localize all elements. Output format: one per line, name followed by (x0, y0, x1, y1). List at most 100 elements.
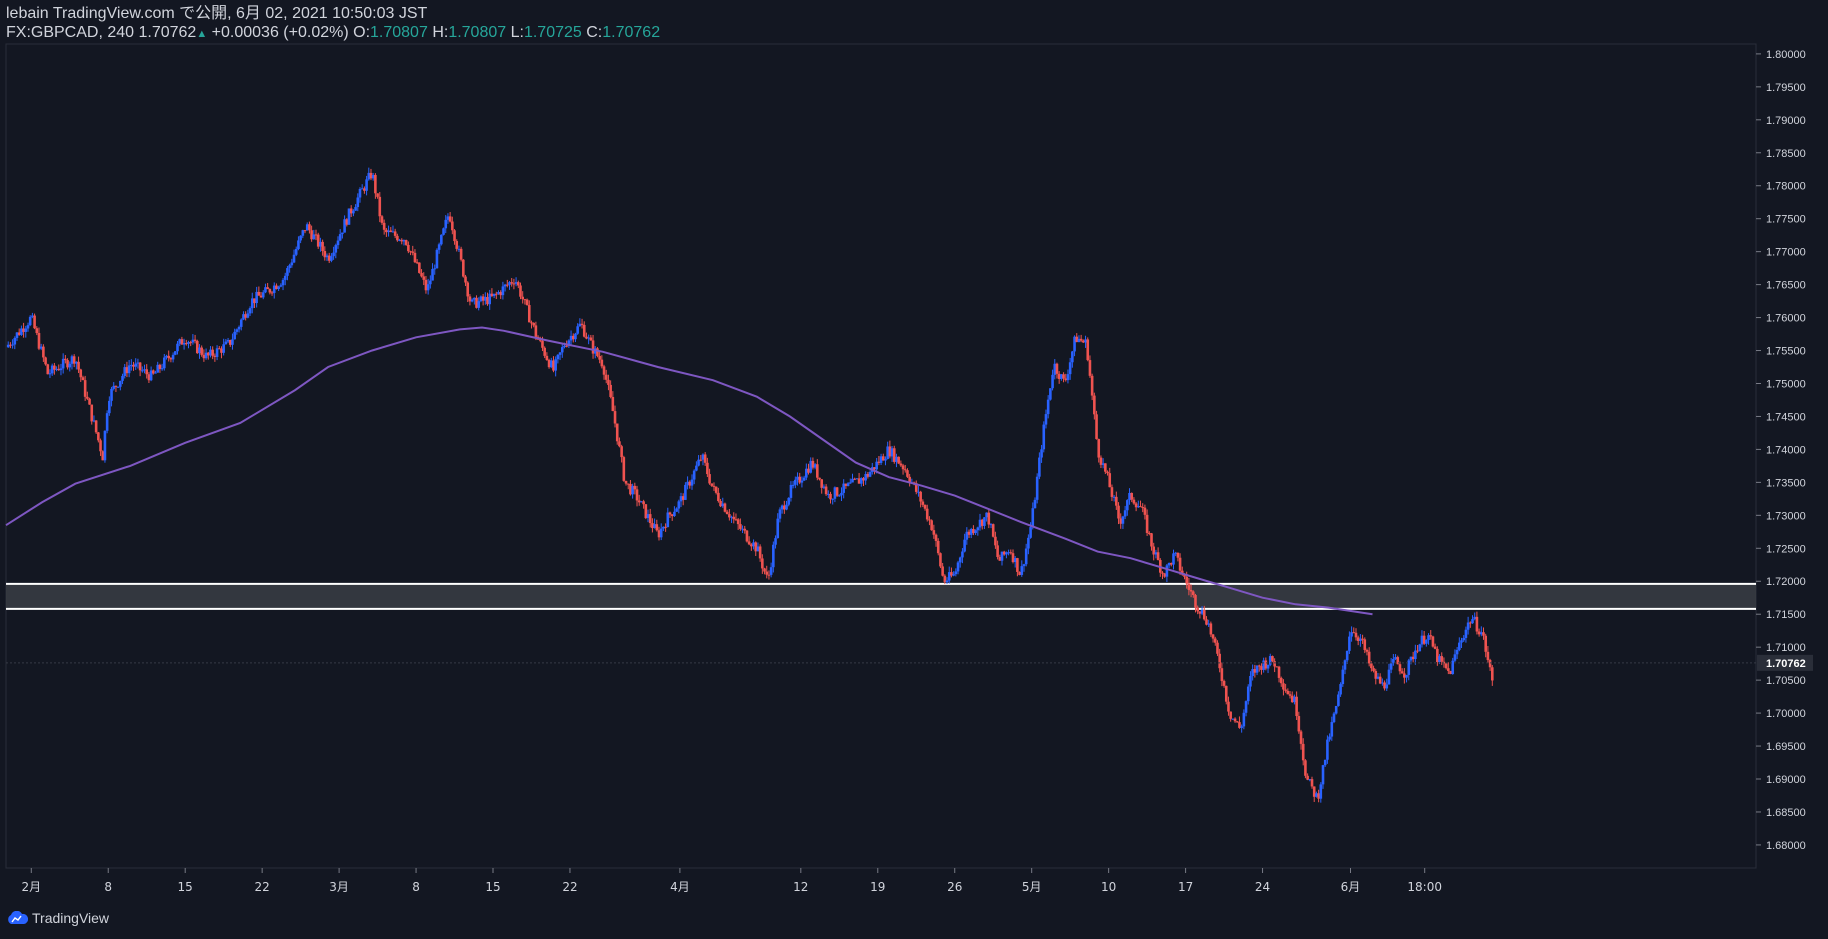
candle (1288, 691, 1292, 699)
candle (1354, 628, 1358, 641)
candle-body (1451, 660, 1455, 675)
candle-body (380, 216, 384, 223)
candle-body (261, 292, 265, 298)
candle-body (356, 197, 360, 208)
candle-body (1011, 553, 1015, 563)
candle (24, 325, 28, 338)
candle-body (505, 284, 509, 286)
candle (877, 456, 881, 466)
price-tick-label: 1.72500 (1766, 543, 1806, 555)
price-tick-label: 1.71000 (1766, 642, 1806, 654)
candle-body (1029, 527, 1032, 538)
moving-average-line[interactable] (5, 326, 1373, 616)
candle-body (477, 301, 481, 308)
candle-body (851, 478, 854, 483)
symbol-ohlc-line: FX:GBPCAD, 240 1.70762▲ +0.00036 (+0.02%… (6, 23, 660, 44)
candle (1425, 639, 1428, 647)
candle (914, 480, 918, 495)
candle-body (1088, 360, 1092, 376)
candle (637, 494, 641, 506)
candle (662, 526, 665, 532)
candle (615, 423, 619, 445)
candle-body (1460, 640, 1463, 643)
candle (1137, 500, 1140, 508)
candle-body (888, 446, 892, 457)
candle-body (950, 572, 953, 576)
candle-body (945, 580, 949, 583)
candle-body (1198, 611, 1202, 614)
candle (310, 225, 313, 242)
candle-body (1433, 646, 1437, 649)
candle-body (754, 542, 758, 552)
candle (886, 441, 889, 460)
candle (231, 333, 234, 350)
candles[interactable] (6, 167, 1494, 803)
candle (1273, 658, 1276, 673)
candle-body (1104, 463, 1107, 472)
candle (695, 461, 698, 472)
candle-body (1304, 760, 1307, 776)
candle (881, 453, 885, 461)
candle (552, 356, 555, 373)
time-axis[interactable]: 2月 8 15 22 3月 8 15 22 4月 12 19 26 5月 10 17 24 6月 18:00 (21, 868, 1442, 894)
candle-body (1306, 775, 1309, 780)
candle (791, 480, 795, 489)
candle (299, 235, 302, 244)
candle-body (1095, 414, 1098, 440)
footer-brand[interactable]: TradingView (6, 910, 109, 926)
candle-body (710, 483, 714, 486)
candle (1007, 549, 1010, 556)
price-axis[interactable]: 1.80000 1.79500 1.79000 1.78500 1.78000 1.775… (1756, 49, 1806, 852)
candle-body (842, 483, 845, 493)
candle-body (829, 493, 832, 500)
candle-body (820, 479, 824, 488)
candle-body (519, 285, 522, 297)
candle (323, 246, 327, 261)
candle-body (750, 544, 753, 547)
candle (1088, 355, 1092, 378)
candle-body (1235, 721, 1239, 723)
candle-body (646, 514, 650, 519)
candle (1106, 470, 1109, 476)
candle-body (675, 508, 678, 512)
candle (569, 330, 573, 347)
candle-body (1240, 726, 1243, 728)
candle-body (596, 348, 599, 356)
candle-body (292, 254, 296, 263)
candle (1055, 362, 1059, 379)
candle (248, 306, 252, 316)
candle-body (64, 358, 67, 361)
candle (939, 552, 942, 569)
support-resistance-zone[interactable] (6, 582, 1756, 610)
candle (141, 366, 144, 373)
candle (389, 227, 393, 233)
candle-body (859, 478, 863, 484)
candle-body (763, 568, 766, 572)
candle-body (149, 370, 153, 381)
price-tick-label: 1.74500 (1766, 411, 1806, 423)
candle (1174, 551, 1177, 557)
candle (1378, 673, 1382, 685)
candle (92, 415, 96, 423)
candle-body (152, 370, 155, 374)
candle-body (1266, 664, 1270, 669)
candle-body (343, 219, 346, 233)
candle (1119, 513, 1123, 529)
candle-body (890, 448, 894, 457)
candle-body (552, 360, 555, 371)
candle (217, 346, 221, 350)
candle-body (1051, 374, 1054, 389)
candle-body (1110, 487, 1114, 497)
candle (167, 350, 171, 362)
candle-body (589, 337, 593, 341)
candle-body (1196, 607, 1199, 612)
candle (246, 309, 250, 319)
candle-body (55, 368, 58, 370)
candle (398, 238, 401, 242)
candle-body (286, 268, 289, 276)
high-value: 1.70807 (448, 24, 507, 41)
candle-body (780, 505, 784, 510)
candle-body (1123, 510, 1127, 517)
candle-body (497, 292, 500, 294)
